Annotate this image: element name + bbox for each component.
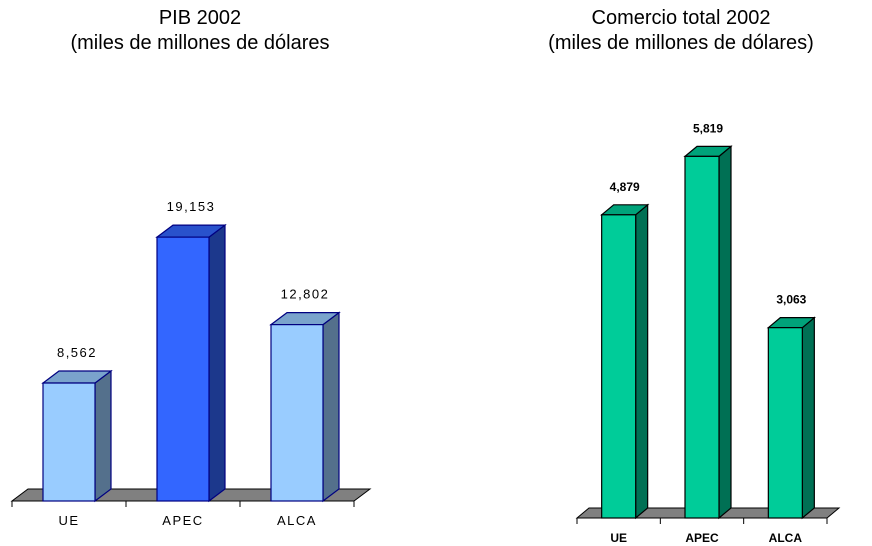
pib-data-label: 12,802 <box>281 287 330 302</box>
pib-bar-alca <box>270 324 324 502</box>
comercio-chart: 4,879 UE 5,819 APEC 3,063 ALCA <box>575 121 841 545</box>
comercio-bar-side <box>801 316 815 520</box>
pib-category-label: APEC <box>162 513 203 528</box>
comercio-bar-side <box>718 145 732 520</box>
pib-bar-side <box>94 369 112 503</box>
pib-bar-apec <box>156 236 210 502</box>
comercio-category-label: APEC <box>685 531 719 545</box>
comercio-category-label: ALCA <box>769 531 803 545</box>
title-comercio: Comercio total 2002 <box>591 7 771 29</box>
comercio-bar-side <box>635 203 649 520</box>
pib-data-label: 8,562 <box>57 345 97 360</box>
comercio-bar-alca <box>767 327 803 519</box>
comercio-bar-apec <box>684 155 720 519</box>
pib-bar-side <box>208 223 226 503</box>
subtitle-pib: (miles de millones de dólares <box>70 32 330 54</box>
pib-chart: 8,562 UE 19,153 APEC 12,802 ALCA <box>10 199 372 528</box>
comercio-category-label: UE <box>610 531 627 545</box>
pib-category-label: ALCA <box>277 513 317 528</box>
pib-bar-ue <box>42 382 96 502</box>
comercio-data-label: 4,879 <box>610 180 640 194</box>
chart-title-pib: PIB 2002 (miles de millones de dólares <box>0 6 400 56</box>
subtitle-comercio: (miles de millones de dólares) <box>548 32 814 54</box>
chart-title-comercio: Comercio total 2002 (miles de millones d… <box>490 6 872 56</box>
pib-category-label: UE <box>58 513 79 528</box>
pib-data-label: 19,153 <box>167 199 216 214</box>
comercio-bar-ue <box>601 214 637 519</box>
comercio-data-label: 5,819 <box>693 121 723 135</box>
comercio-data-label: 3,063 <box>776 293 806 307</box>
title-pib: PIB 2002 <box>158 7 242 29</box>
pib-bar-side <box>322 311 340 503</box>
